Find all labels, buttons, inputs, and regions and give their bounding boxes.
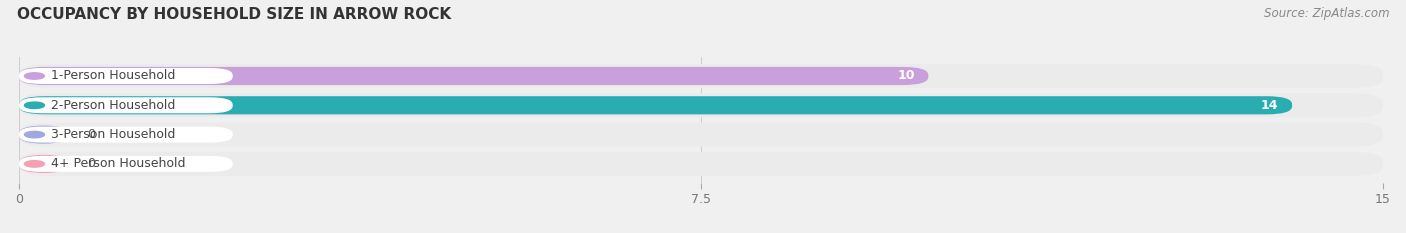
Text: 10: 10 bbox=[897, 69, 915, 82]
FancyBboxPatch shape bbox=[20, 96, 1292, 114]
Circle shape bbox=[24, 131, 45, 138]
Text: 1-Person Household: 1-Person Household bbox=[51, 69, 176, 82]
Text: Source: ZipAtlas.com: Source: ZipAtlas.com bbox=[1264, 7, 1389, 20]
FancyBboxPatch shape bbox=[20, 156, 233, 172]
Text: 3-Person Household: 3-Person Household bbox=[51, 128, 176, 141]
FancyBboxPatch shape bbox=[20, 93, 1384, 117]
FancyBboxPatch shape bbox=[20, 155, 69, 173]
Text: 0: 0 bbox=[87, 157, 96, 170]
Text: OCCUPANCY BY HOUSEHOLD SIZE IN ARROW ROCK: OCCUPANCY BY HOUSEHOLD SIZE IN ARROW ROC… bbox=[17, 7, 451, 22]
Text: 4+ Person Household: 4+ Person Household bbox=[51, 157, 186, 170]
FancyBboxPatch shape bbox=[20, 152, 1384, 176]
FancyBboxPatch shape bbox=[20, 97, 233, 113]
Circle shape bbox=[24, 73, 45, 79]
FancyBboxPatch shape bbox=[20, 126, 69, 144]
FancyBboxPatch shape bbox=[20, 64, 1384, 88]
Circle shape bbox=[24, 102, 45, 109]
Circle shape bbox=[24, 161, 45, 167]
Text: 0: 0 bbox=[87, 128, 96, 141]
FancyBboxPatch shape bbox=[20, 123, 1384, 147]
Text: 14: 14 bbox=[1261, 99, 1278, 112]
FancyBboxPatch shape bbox=[20, 67, 928, 85]
FancyBboxPatch shape bbox=[20, 127, 233, 143]
Text: 2-Person Household: 2-Person Household bbox=[51, 99, 176, 112]
FancyBboxPatch shape bbox=[20, 68, 233, 84]
